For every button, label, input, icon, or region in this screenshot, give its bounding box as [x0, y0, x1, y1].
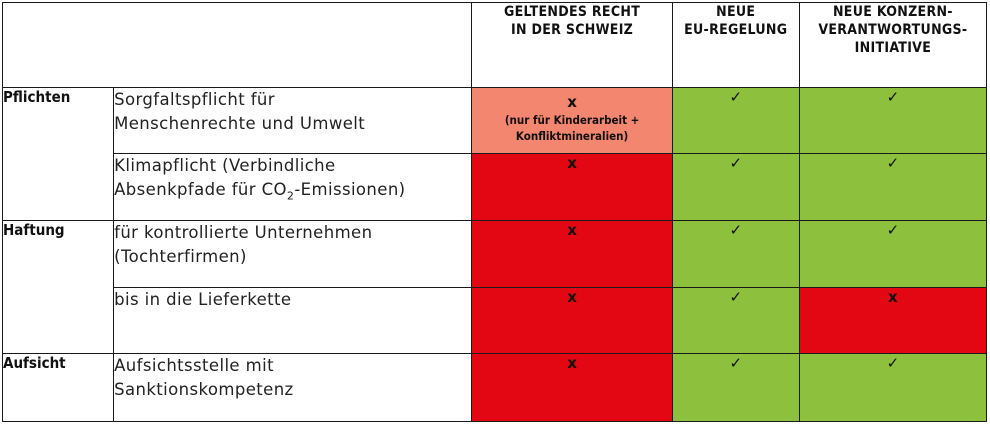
cell-ch-no: x [471, 287, 673, 354]
table-row: Klimapflicht (Verbindliche Absenkpfade f… [3, 153, 988, 221]
row-description: bis in die Lieferkette [113, 287, 473, 354]
category-aufsicht: Aufsicht [1, 353, 115, 422]
header-new-eu-regulation: NEUE EU-REGELUNG [671, 2, 800, 88]
cell-kvi-no: x [798, 287, 988, 354]
table-row: Aufsicht Aufsichtsstelle mit Sanktionsko… [1, 353, 988, 422]
cell-ch-partial: x (nur für Kinderarbeit + Konfliktminera… [471, 87, 673, 154]
header-empty-cell [1, 2, 473, 88]
category-pflichten: Pflichten [1, 87, 115, 221]
cell-ch-no: x [471, 153, 673, 221]
table-row: Haftung für kontrollierte Unternehmen (T… [1, 220, 988, 354]
cell-ch-no: x [471, 353, 673, 422]
header-current-swiss-law: GELTENDES RECHT IN DER SCHWEIZ [471, 2, 673, 88]
cell-eu-yes: ✓ [671, 153, 800, 221]
cell-eu-yes: ✓ [671, 353, 800, 422]
table-row: Pflichten Sorgfaltspflicht für Menschenr… [1, 87, 988, 221]
note-line: (nur für Kinderarbeit + [504, 113, 640, 127]
category-haftung: Haftung [1, 220, 115, 354]
row-description: für kontrollierte Unternehmen (Tochterfi… [113, 220, 473, 288]
cell-kvi-yes: ✓ [798, 87, 988, 154]
cell-eu-yes: ✓ [671, 220, 800, 288]
row-description: Klimapflicht (Verbindliche Absenkpfade f… [113, 153, 473, 221]
cell-eu-yes: ✓ [671, 287, 800, 354]
header-row: GELTENDES RECHT IN DER SCHWEIZ NEUE EU-R… [1, 2, 988, 88]
cell-kvi-yes: ✓ [798, 353, 988, 422]
row-description: Sorgfaltspflicht für Menschenrechte und … [113, 87, 473, 154]
header-new-initiative: NEUE KONZERN- VERANTWORTUNGS- INITIATIVE [798, 2, 988, 88]
cell-kvi-yes: ✓ [798, 153, 988, 221]
cell-ch-no: x [471, 220, 673, 288]
cell-kvi-yes: ✓ [798, 220, 988, 288]
cross-mark: x [567, 93, 577, 111]
table-row: bis in die Lieferkette x ✓ x [3, 287, 988, 354]
row-description: Aufsichtsstelle mit Sanktionskompetenz [113, 353, 473, 422]
cell-eu-yes: ✓ [671, 87, 800, 154]
note-line: Konfliktmineralien) [515, 129, 629, 143]
